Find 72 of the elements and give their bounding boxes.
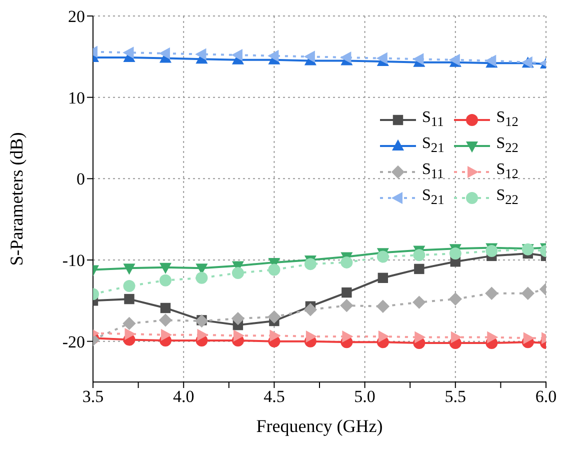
point	[486, 245, 498, 258]
legend-label: S$_{12}$	[496, 109, 518, 131]
point	[304, 303, 318, 316]
point	[340, 298, 354, 312]
point	[122, 46, 134, 59]
point	[195, 314, 208, 328]
y-tick-label: 20	[68, 7, 85, 26]
y-tick-label: -20	[62, 332, 85, 352]
x-tick-label: 5.0	[354, 387, 376, 406]
point	[412, 53, 424, 66]
point	[195, 48, 206, 60]
x-axis-title: Frequency (GHz)	[256, 416, 383, 436]
point	[485, 286, 498, 300]
point	[160, 328, 172, 341]
point	[450, 331, 462, 344]
point	[304, 50, 315, 63]
point	[159, 274, 172, 286]
point	[449, 247, 462, 260]
point	[340, 256, 353, 268]
point	[232, 267, 244, 280]
legend-label: S$_{21}$	[422, 135, 444, 157]
x-tick-label: 4.5	[264, 387, 285, 406]
x-tick-label: 6.0	[535, 387, 557, 406]
point	[376, 250, 389, 263]
point	[306, 330, 318, 342]
point	[270, 330, 281, 342]
point	[340, 51, 352, 64]
legend-label: S$_{11}$	[422, 161, 444, 183]
point	[376, 300, 390, 313]
point	[158, 314, 172, 327]
point	[268, 264, 280, 276]
point	[342, 330, 354, 342]
y-tick-label: 0	[76, 170, 85, 189]
point	[413, 249, 426, 262]
point	[159, 262, 172, 274]
point	[523, 332, 534, 344]
x-tick-label: 5.5	[444, 387, 466, 406]
legend-label: S$_{22}$	[496, 187, 518, 209]
point	[124, 328, 136, 340]
point	[158, 47, 170, 60]
y-axis-title: S-Parameters (dB)	[6, 132, 26, 266]
legend-label: S$_{11}$	[422, 109, 444, 131]
legend-label: S$_{22}$	[496, 135, 518, 157]
point	[412, 296, 426, 309]
point	[378, 272, 388, 283]
point	[414, 331, 426, 344]
point	[414, 264, 424, 274]
point	[124, 294, 134, 304]
x-tick-label: 3.5	[82, 387, 104, 406]
point	[487, 331, 498, 344]
point	[122, 316, 136, 330]
point	[304, 258, 316, 270]
y-tick-label: -10	[62, 251, 85, 270]
point	[197, 328, 208, 341]
y-tick-label: 10	[68, 88, 85, 108]
legend-label: S$_{21}$	[422, 187, 444, 209]
point	[268, 50, 279, 62]
point	[378, 330, 390, 342]
point	[231, 49, 242, 62]
point	[376, 52, 388, 64]
point	[231, 312, 245, 326]
point	[233, 330, 245, 342]
x-tick-label: 4.0	[172, 387, 194, 406]
point	[268, 310, 281, 324]
point	[448, 292, 462, 306]
point	[123, 264, 136, 275]
legend-label: S$_{12}$	[496, 161, 518, 183]
point	[196, 272, 208, 284]
point	[521, 286, 534, 300]
point	[123, 280, 136, 292]
point	[342, 287, 352, 298]
point	[160, 302, 171, 314]
